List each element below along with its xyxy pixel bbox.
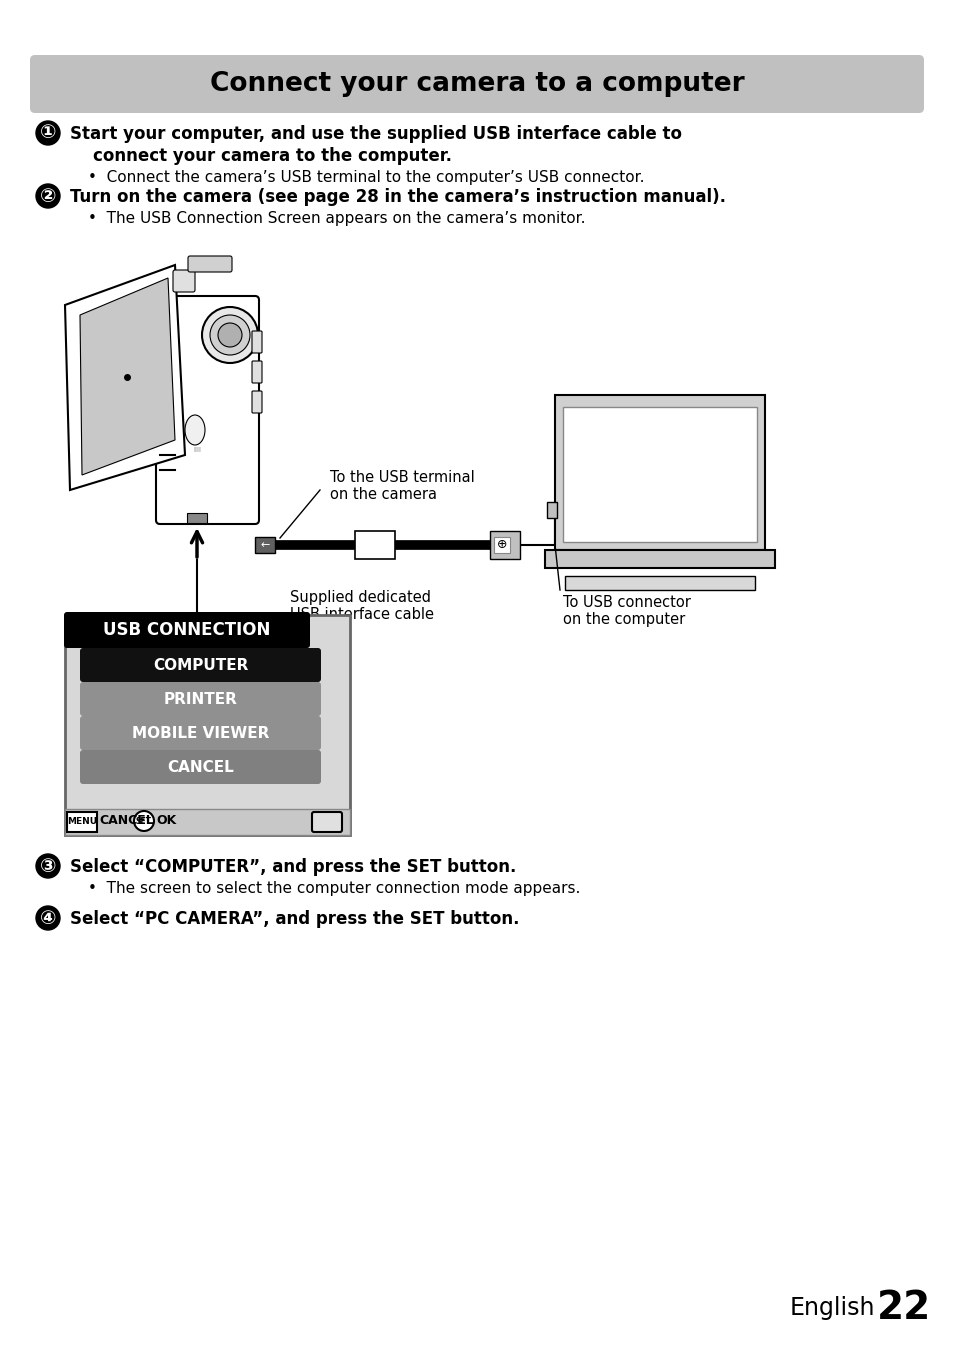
Text: •  Connect the camera’s USB terminal to the computer’s USB connector.: • Connect the camera’s USB terminal to t…: [88, 169, 644, 186]
FancyBboxPatch shape: [80, 648, 320, 682]
FancyBboxPatch shape: [490, 531, 519, 560]
Text: ⊕: ⊕: [497, 538, 507, 551]
FancyBboxPatch shape: [65, 808, 350, 835]
Text: OK: OK: [156, 815, 176, 827]
Text: Select “PC CAMERA”, and press the SET button.: Select “PC CAMERA”, and press the SET bu…: [70, 911, 519, 928]
Text: CANCEL: CANCEL: [99, 815, 153, 827]
Text: 22: 22: [876, 1289, 930, 1328]
FancyBboxPatch shape: [64, 612, 310, 648]
FancyBboxPatch shape: [564, 576, 754, 590]
Text: ←: ←: [260, 539, 270, 550]
FancyBboxPatch shape: [172, 270, 194, 292]
Text: English: English: [789, 1297, 875, 1319]
Text: To the USB terminal
on the camera: To the USB terminal on the camera: [330, 469, 475, 503]
Text: Select “COMPUTER”, and press the SET button.: Select “COMPUTER”, and press the SET but…: [70, 858, 516, 876]
FancyBboxPatch shape: [252, 331, 262, 352]
FancyBboxPatch shape: [494, 537, 510, 553]
Text: •  The USB Connection Screen appears on the camera’s monitor.: • The USB Connection Screen appears on t…: [88, 211, 585, 226]
Text: Connect your camera to a computer: Connect your camera to a computer: [210, 71, 743, 97]
Text: COMPUTER: COMPUTER: [152, 658, 248, 672]
FancyBboxPatch shape: [65, 615, 350, 835]
Circle shape: [202, 307, 257, 363]
FancyBboxPatch shape: [544, 550, 774, 568]
Text: Turn on the camera (see page 28 in the camera’s instruction manual).: Turn on the camera (see page 28 in the c…: [70, 188, 725, 206]
FancyBboxPatch shape: [80, 716, 320, 751]
Text: MENU: MENU: [67, 816, 97, 826]
Polygon shape: [80, 278, 174, 475]
Ellipse shape: [185, 416, 205, 445]
Text: ②: ②: [40, 187, 56, 206]
FancyBboxPatch shape: [30, 55, 923, 113]
Text: To USB connector
on the computer: To USB connector on the computer: [562, 594, 690, 627]
Circle shape: [218, 323, 242, 347]
FancyBboxPatch shape: [67, 812, 97, 833]
Text: CANCEL: CANCEL: [167, 760, 233, 775]
Polygon shape: [65, 265, 185, 490]
FancyBboxPatch shape: [156, 296, 258, 525]
FancyBboxPatch shape: [555, 395, 764, 550]
FancyBboxPatch shape: [188, 256, 232, 272]
Circle shape: [36, 854, 60, 878]
Text: connect your camera to the computer.: connect your camera to the computer.: [70, 147, 452, 165]
Text: Supplied dedicated
USB interface cable: Supplied dedicated USB interface cable: [290, 590, 434, 623]
Text: •  The screen to select the computer connection mode appears.: • The screen to select the computer conn…: [88, 881, 579, 896]
FancyBboxPatch shape: [355, 531, 395, 560]
Circle shape: [36, 184, 60, 208]
Text: ④: ④: [40, 908, 56, 928]
Circle shape: [36, 907, 60, 929]
Circle shape: [210, 315, 250, 355]
FancyBboxPatch shape: [80, 751, 320, 784]
Text: IIII: IIII: [193, 447, 201, 453]
Text: USB CONNECTION: USB CONNECTION: [103, 621, 271, 639]
Text: SET: SET: [136, 816, 152, 826]
FancyBboxPatch shape: [254, 537, 274, 553]
Text: PRINTER: PRINTER: [163, 691, 237, 706]
Text: ③: ③: [40, 857, 56, 876]
FancyBboxPatch shape: [80, 682, 320, 716]
Text: MOBILE VIEWER: MOBILE VIEWER: [132, 725, 269, 741]
Circle shape: [133, 811, 153, 831]
FancyBboxPatch shape: [252, 360, 262, 383]
FancyBboxPatch shape: [312, 812, 341, 833]
Circle shape: [36, 121, 60, 145]
FancyBboxPatch shape: [187, 512, 207, 523]
FancyBboxPatch shape: [562, 408, 757, 542]
FancyBboxPatch shape: [252, 391, 262, 413]
Text: Start your computer, and use the supplied USB interface cable to: Start your computer, and use the supplie…: [70, 125, 681, 143]
FancyBboxPatch shape: [546, 502, 557, 518]
Text: ①: ①: [40, 124, 56, 143]
